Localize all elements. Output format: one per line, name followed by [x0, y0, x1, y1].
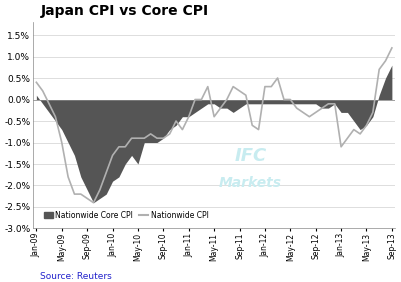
Text: IFC: IFC	[234, 147, 266, 165]
Text: Source: Reuters: Source: Reuters	[40, 272, 112, 281]
Text: Japan CPI vs Core CPI: Japan CPI vs Core CPI	[41, 4, 209, 18]
Text: Markets: Markets	[219, 176, 282, 190]
Legend: Nationwide Core CPI, Nationwide CPI: Nationwide Core CPI, Nationwide CPI	[41, 208, 211, 222]
